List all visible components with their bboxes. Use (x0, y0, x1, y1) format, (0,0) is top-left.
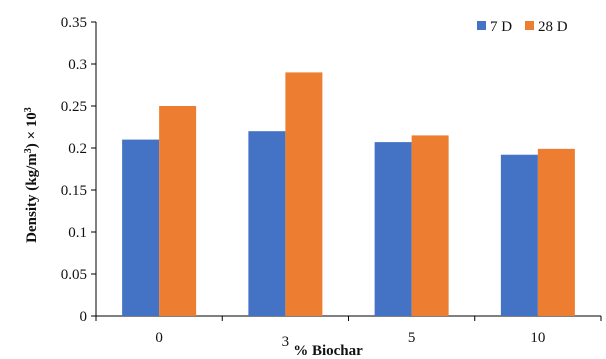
y-tick-label: 0.25 (61, 99, 87, 115)
y-ticks: 0 0.05 0.1 0.15 0.2 0.25 0.3 0.35 (61, 15, 96, 325)
bar-28d-5 (411, 135, 449, 316)
x-tick-label: 10 (530, 330, 545, 346)
legend-label-7d: 7 D (490, 19, 512, 35)
y-tick-label: 0.3 (68, 57, 87, 73)
x-ticks: 0 3 5 10 (95, 316, 602, 350)
bars (122, 72, 575, 317)
x-tick-label: 5 (408, 330, 416, 346)
bar-28d-3 (285, 72, 323, 317)
bar-7d-10 (500, 154, 538, 316)
y-axis-title: Density (kg/m3) × 103 (23, 107, 41, 243)
legend-swatch-28d (525, 21, 534, 30)
bar-7d-3 (248, 131, 286, 316)
bar-28d-10 (537, 148, 575, 316)
legend: 7 D 28 D (477, 19, 568, 35)
x-tick-label: 0 (155, 330, 163, 346)
legend-label-28d: 28 D (538, 19, 568, 35)
y-tick-label: 0.15 (61, 183, 87, 199)
y-tick-label: 0 (80, 309, 88, 325)
y-tick-label: 0.2 (68, 141, 87, 157)
bar-28d-0 (159, 106, 197, 316)
bar-7d-5 (374, 142, 412, 316)
y-tick-label: 0.35 (61, 15, 87, 31)
y-tick-label: 0.1 (68, 225, 87, 241)
legend-swatch-7d (477, 21, 486, 30)
x-axis-title: % Biochar (293, 343, 363, 359)
y-tick-label: 0.05 (61, 267, 87, 283)
bar-7d-0 (122, 139, 160, 316)
x-tick-label: 3 (282, 334, 290, 350)
